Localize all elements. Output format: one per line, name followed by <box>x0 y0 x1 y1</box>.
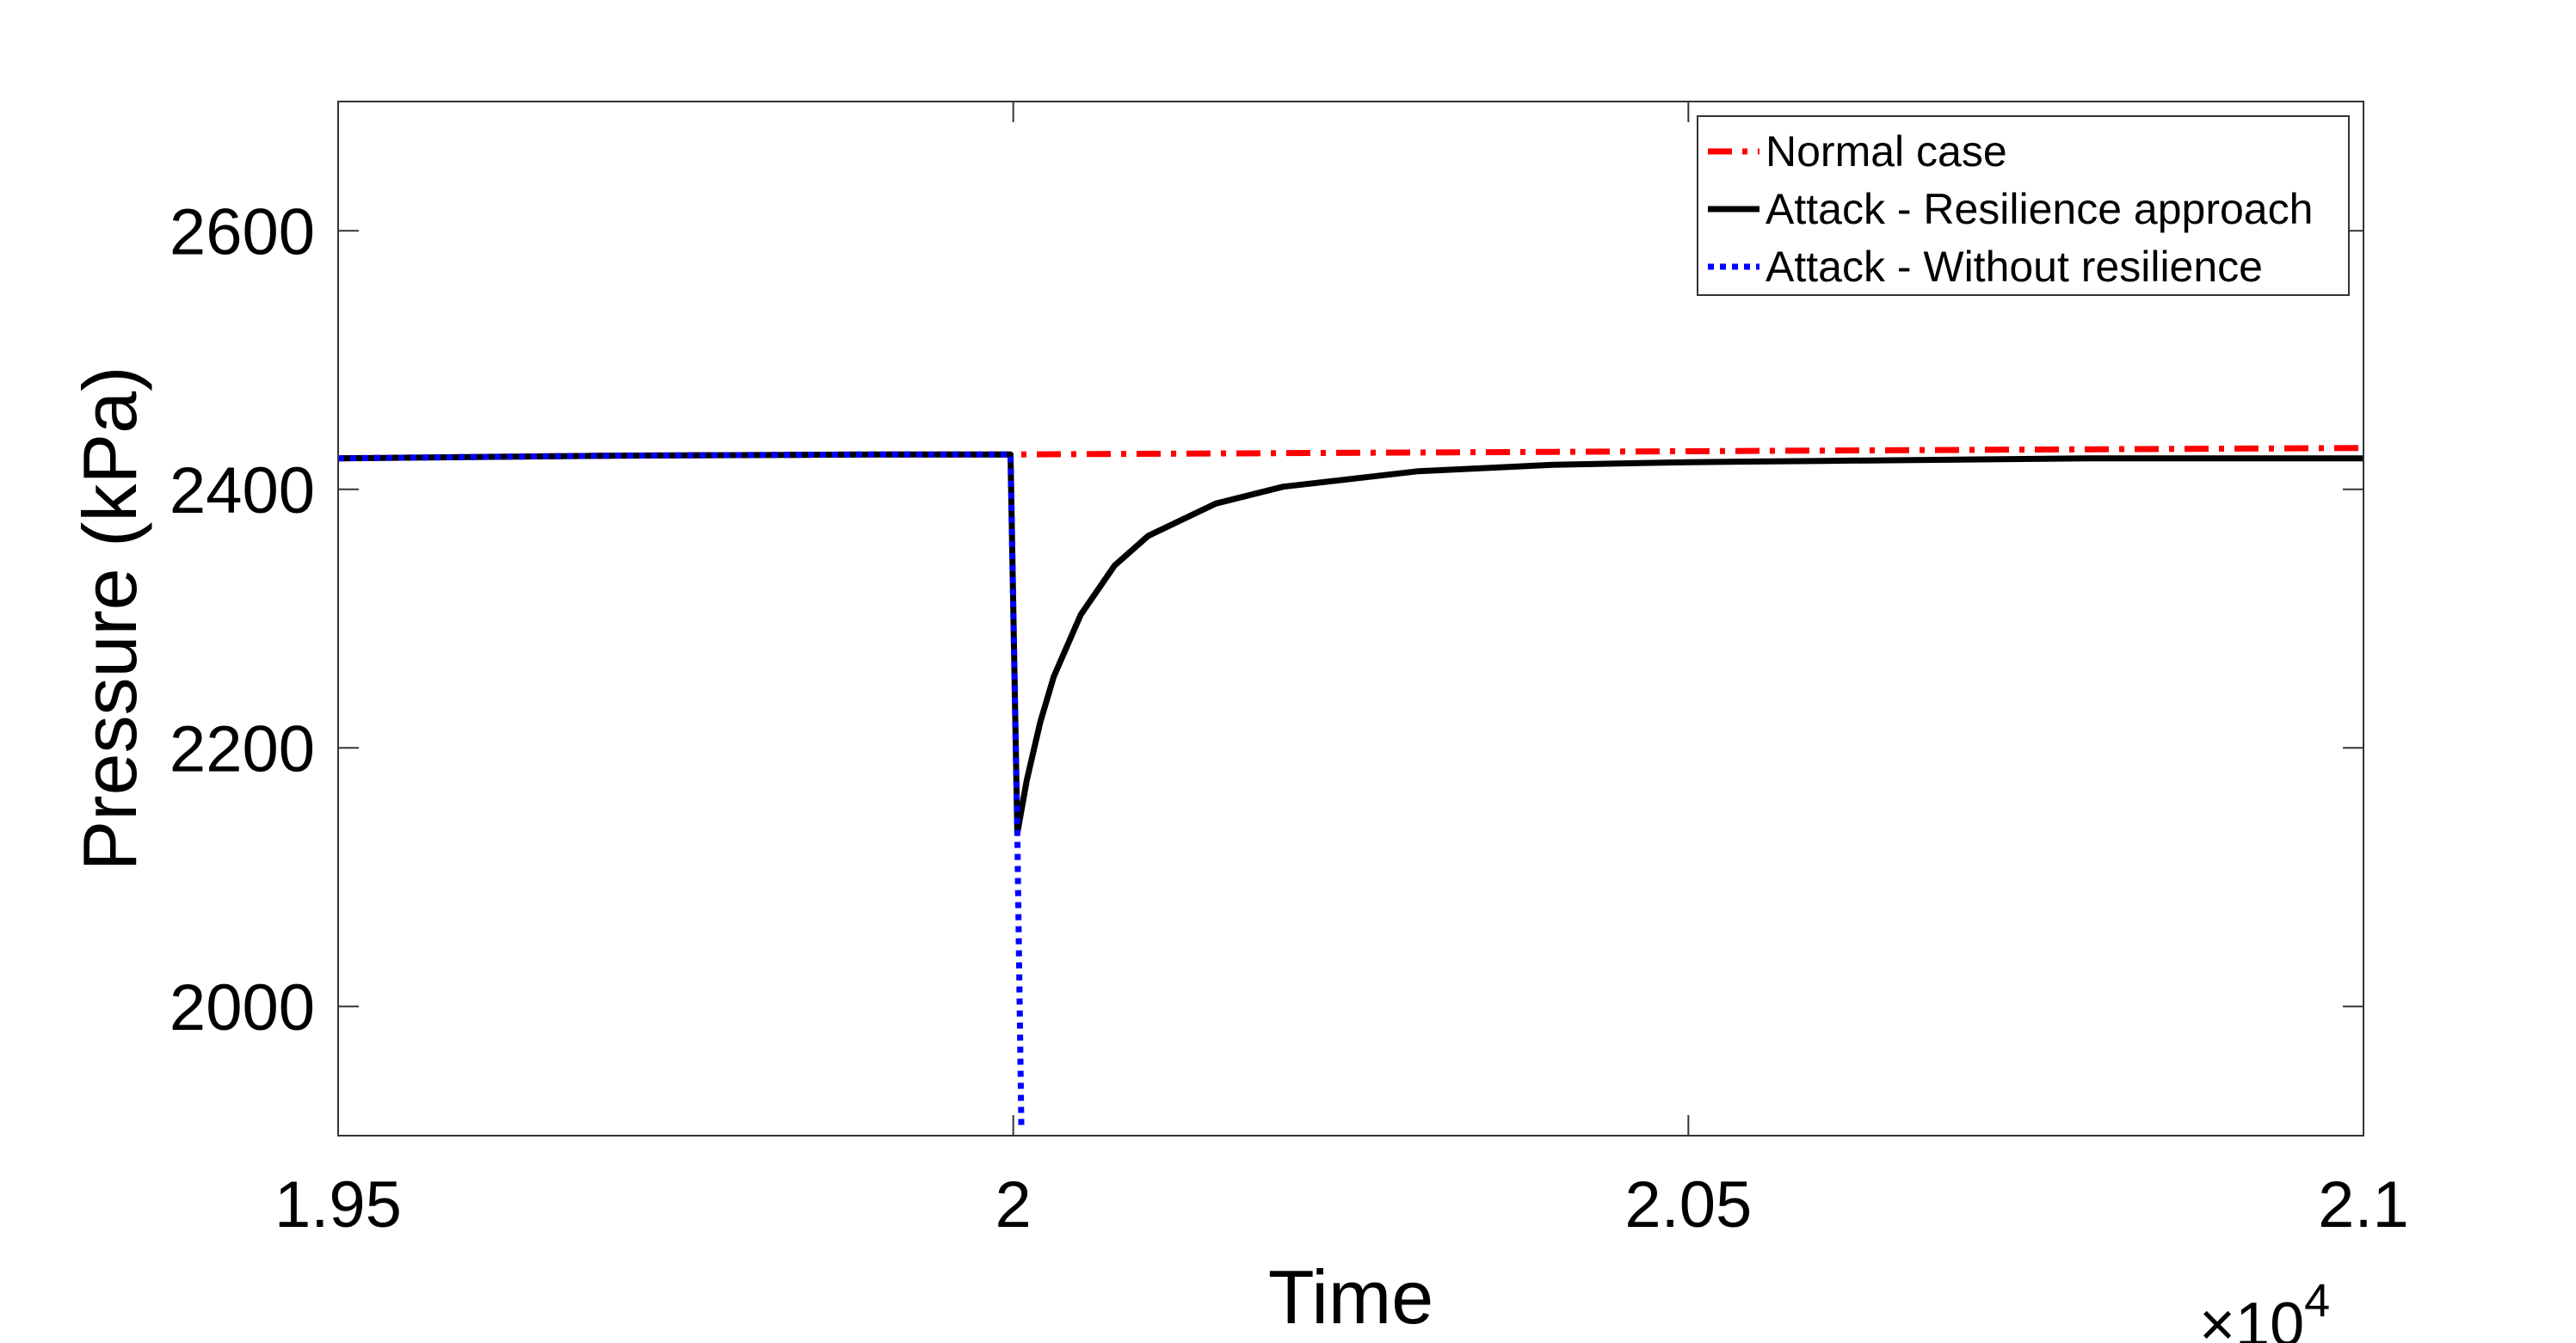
x-exponent-power: 4 <box>2304 1275 2330 1327</box>
legend-box <box>1697 115 2350 296</box>
y-ticks: 2000 2200 2400 2600 <box>169 195 2363 1044</box>
x-tick-label: 2.05 <box>1624 1168 1752 1241</box>
series-attack-without-resilience-line <box>338 451 1025 1130</box>
legend-label: Normal case <box>1766 127 2007 176</box>
x-ticks: 1.95 2 2.05 2.1 <box>274 102 2409 1241</box>
legend-label: Attack - Resilience approach <box>1766 185 2313 233</box>
legend-item-attack-resilience: Attack - Resilience approach <box>1708 185 2313 233</box>
series-layer <box>338 445 2363 1130</box>
x-exponent-label: ×104 <box>2199 1275 2330 1343</box>
y-tick-label: 2200 <box>169 712 315 785</box>
y-tick-label: 2600 <box>169 195 315 268</box>
legend-item-normal-case: Normal case <box>1708 127 2007 176</box>
x-tick-label: 1.95 <box>274 1168 402 1241</box>
x-tick-label: 2 <box>995 1168 1032 1241</box>
plot-frame <box>337 101 2364 1137</box>
x-tick-label: 2.1 <box>2318 1168 2409 1241</box>
y-tick-label: 2000 <box>169 971 315 1044</box>
y-tick-label: 2400 <box>169 454 315 527</box>
legend-label: Attack - Without resilience <box>1766 243 2263 291</box>
legend: Normal case Attack - Resilience approach A… <box>1697 115 2350 296</box>
y-axis-label: Pressure (kPa) <box>67 367 152 872</box>
legend-item-attack-without-resilience: Attack - Without resilience <box>1708 243 2263 291</box>
x-exponent-base: ×10 <box>2199 1291 2304 1343</box>
x-axis-label: Time <box>1268 1254 1433 1340</box>
